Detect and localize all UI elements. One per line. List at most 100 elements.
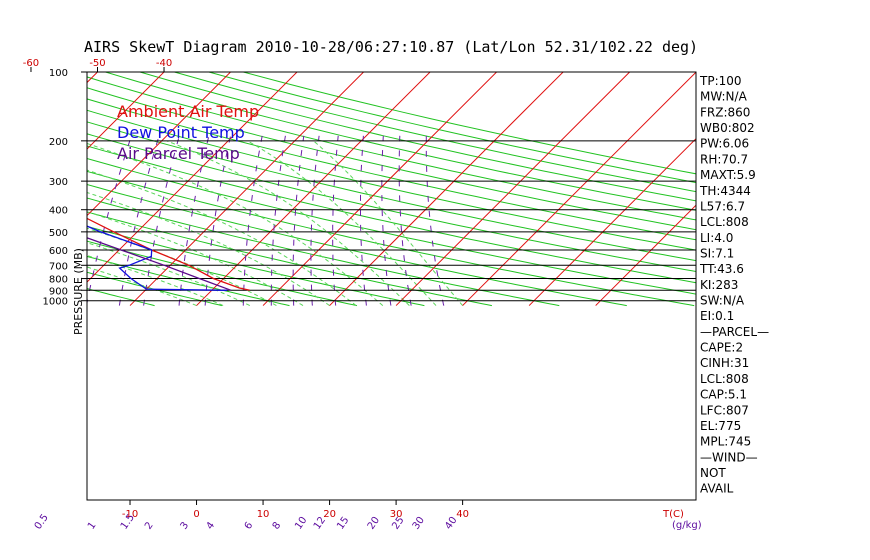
plot-frame (86, 71, 697, 501)
bottom-tick-label: 30 (390, 509, 403, 520)
index-entry: CAPE:2 (700, 341, 743, 355)
mixing-ratio-label: 0.5 (33, 512, 51, 531)
pressure-tick-label: 700 (49, 261, 68, 272)
mixing-ratio-line (0, 136, 31, 306)
mixing-ratio-label: 15 (335, 515, 351, 532)
dry-adiabat (87, 157, 696, 295)
legend-entry: Ambient Air Temp (117, 102, 259, 121)
isotherm (87, 72, 165, 150)
dry-adiabat (139, 72, 696, 202)
index-entry: TH:4344 (699, 184, 751, 198)
isotherm (329, 72, 564, 306)
sounding-curves (87, 217, 250, 291)
mixing-ratio-label: 2 (143, 520, 156, 532)
mixing-ratio-label: 3 (179, 520, 192, 532)
dry-adiabat (243, 72, 696, 175)
pressure-tick-label: 900 (49, 286, 68, 297)
dew-point-temp-line (87, 225, 228, 291)
index-entry: MPL:745 (700, 435, 751, 449)
dry-adiabat (87, 240, 358, 307)
dry-adiabat (208, 72, 696, 184)
pressure-tick-label: 600 (49, 246, 68, 257)
y-axis-label: PRESSURE (MB) (72, 248, 85, 335)
legend-entry: Dew Point Temp (117, 123, 245, 142)
index-entry: CAP:5.1 (700, 388, 747, 402)
index-entry: LFC:807 (700, 403, 749, 417)
index-entry: TT:43.6 (699, 262, 744, 276)
dry-adiabat (87, 109, 696, 251)
isotherm (87, 72, 232, 217)
dry-adiabat (87, 121, 696, 262)
plot-grid (0, 62, 696, 307)
bottom-tick-label: 40 (456, 509, 469, 520)
moist-adiabat (87, 142, 384, 306)
index-entry: KI:283 (700, 278, 738, 292)
pressure-tick-label: 400 (49, 206, 68, 217)
dry-adiabat (87, 87, 696, 231)
bottom-temperature-axis: -10 0 10 20 30 40 T(C) (122, 500, 684, 520)
index-entry: LCL:808 (700, 215, 749, 229)
dry-adiabat (87, 183, 627, 307)
dry-adiabat (0, 72, 20, 306)
moist-adiabat (87, 254, 224, 307)
index-entry: AVAIL (700, 482, 734, 496)
dry-adiabat (87, 145, 696, 284)
index-entry: MAXT:5.9 (700, 168, 756, 182)
top-temperature-axis: -120-110-100-90-80-70-60-50-40 (23, 58, 172, 72)
index-entry: TP:100 (699, 74, 742, 88)
chart-title: AIRS SkewT Diagram 2010-10-28/06:27:10.8… (84, 38, 698, 56)
moist-adiabat (87, 191, 330, 307)
index-entry: RH:70.7 (700, 152, 748, 166)
top-tick-label: -50 (89, 58, 105, 69)
dry-adiabat (174, 72, 696, 193)
mixing-ratio-line (242, 135, 263, 306)
mixing-ratio-label: 20 (366, 515, 382, 532)
index-entry: LI:4.0 (700, 231, 733, 245)
air-parcel-temp-line (87, 237, 232, 291)
dry-adiabat (87, 225, 425, 307)
bottom-tick-label: -10 (122, 509, 138, 520)
legend-entry: Air Parcel Temp (117, 144, 240, 163)
mixing-ratio-unit: (g/kg) (672, 520, 702, 531)
moist-adiabat (87, 169, 357, 306)
pressure-tick-label: 100 (49, 68, 68, 79)
index-entry: SW:N/A (700, 294, 745, 308)
moist-adiabat (87, 266, 197, 307)
pressure-tick-label: 200 (49, 137, 68, 148)
index-entry: PW:6.06 (700, 137, 749, 151)
index-entry: —PARCEL— (700, 325, 769, 339)
isotherm (0, 62, 41, 306)
index-entry: SI:7.1 (700, 246, 734, 260)
index-entry: FRZ:860 (700, 105, 750, 119)
mixing-ratio-label: 8 (271, 520, 284, 532)
mixing-ratio-label: 1 (86, 520, 99, 532)
index-entry: LCL:808 (700, 372, 749, 386)
dry-adiabat (87, 255, 290, 307)
moist-adiabat (87, 211, 304, 307)
bottom-tick-label: 10 (257, 509, 270, 520)
dry-adiabat (105, 72, 696, 211)
mixing-ratio-label: 10 (293, 515, 309, 532)
mixing-ratio-label: 6 (243, 520, 256, 532)
x-axis-label: T(C) (662, 509, 684, 520)
mixing-ratio-line (292, 135, 305, 306)
index-entry: NOT (700, 466, 726, 480)
dry-adiabat (87, 170, 695, 307)
index-entry: EL:775 (700, 419, 741, 433)
pressure-tick-label: 500 (49, 228, 68, 239)
index-entry: CINH:31 (700, 356, 749, 370)
bottom-tick-label: 20 (323, 509, 336, 520)
moist-adiabat (166, 140, 410, 306)
moist-adiabat (247, 140, 437, 306)
pressure-tick-label: 800 (49, 275, 68, 286)
ambient-air-temp-line (87, 217, 250, 291)
dry-adiabat (87, 76, 696, 221)
dry-adiabat (87, 133, 696, 273)
index-entry: MW:N/A (700, 90, 748, 104)
pressure-tick-label: 300 (49, 177, 68, 188)
isotherm (87, 72, 298, 283)
index-entry: —WIND— (700, 450, 758, 464)
mixing-ratio-label: 30 (411, 515, 427, 532)
